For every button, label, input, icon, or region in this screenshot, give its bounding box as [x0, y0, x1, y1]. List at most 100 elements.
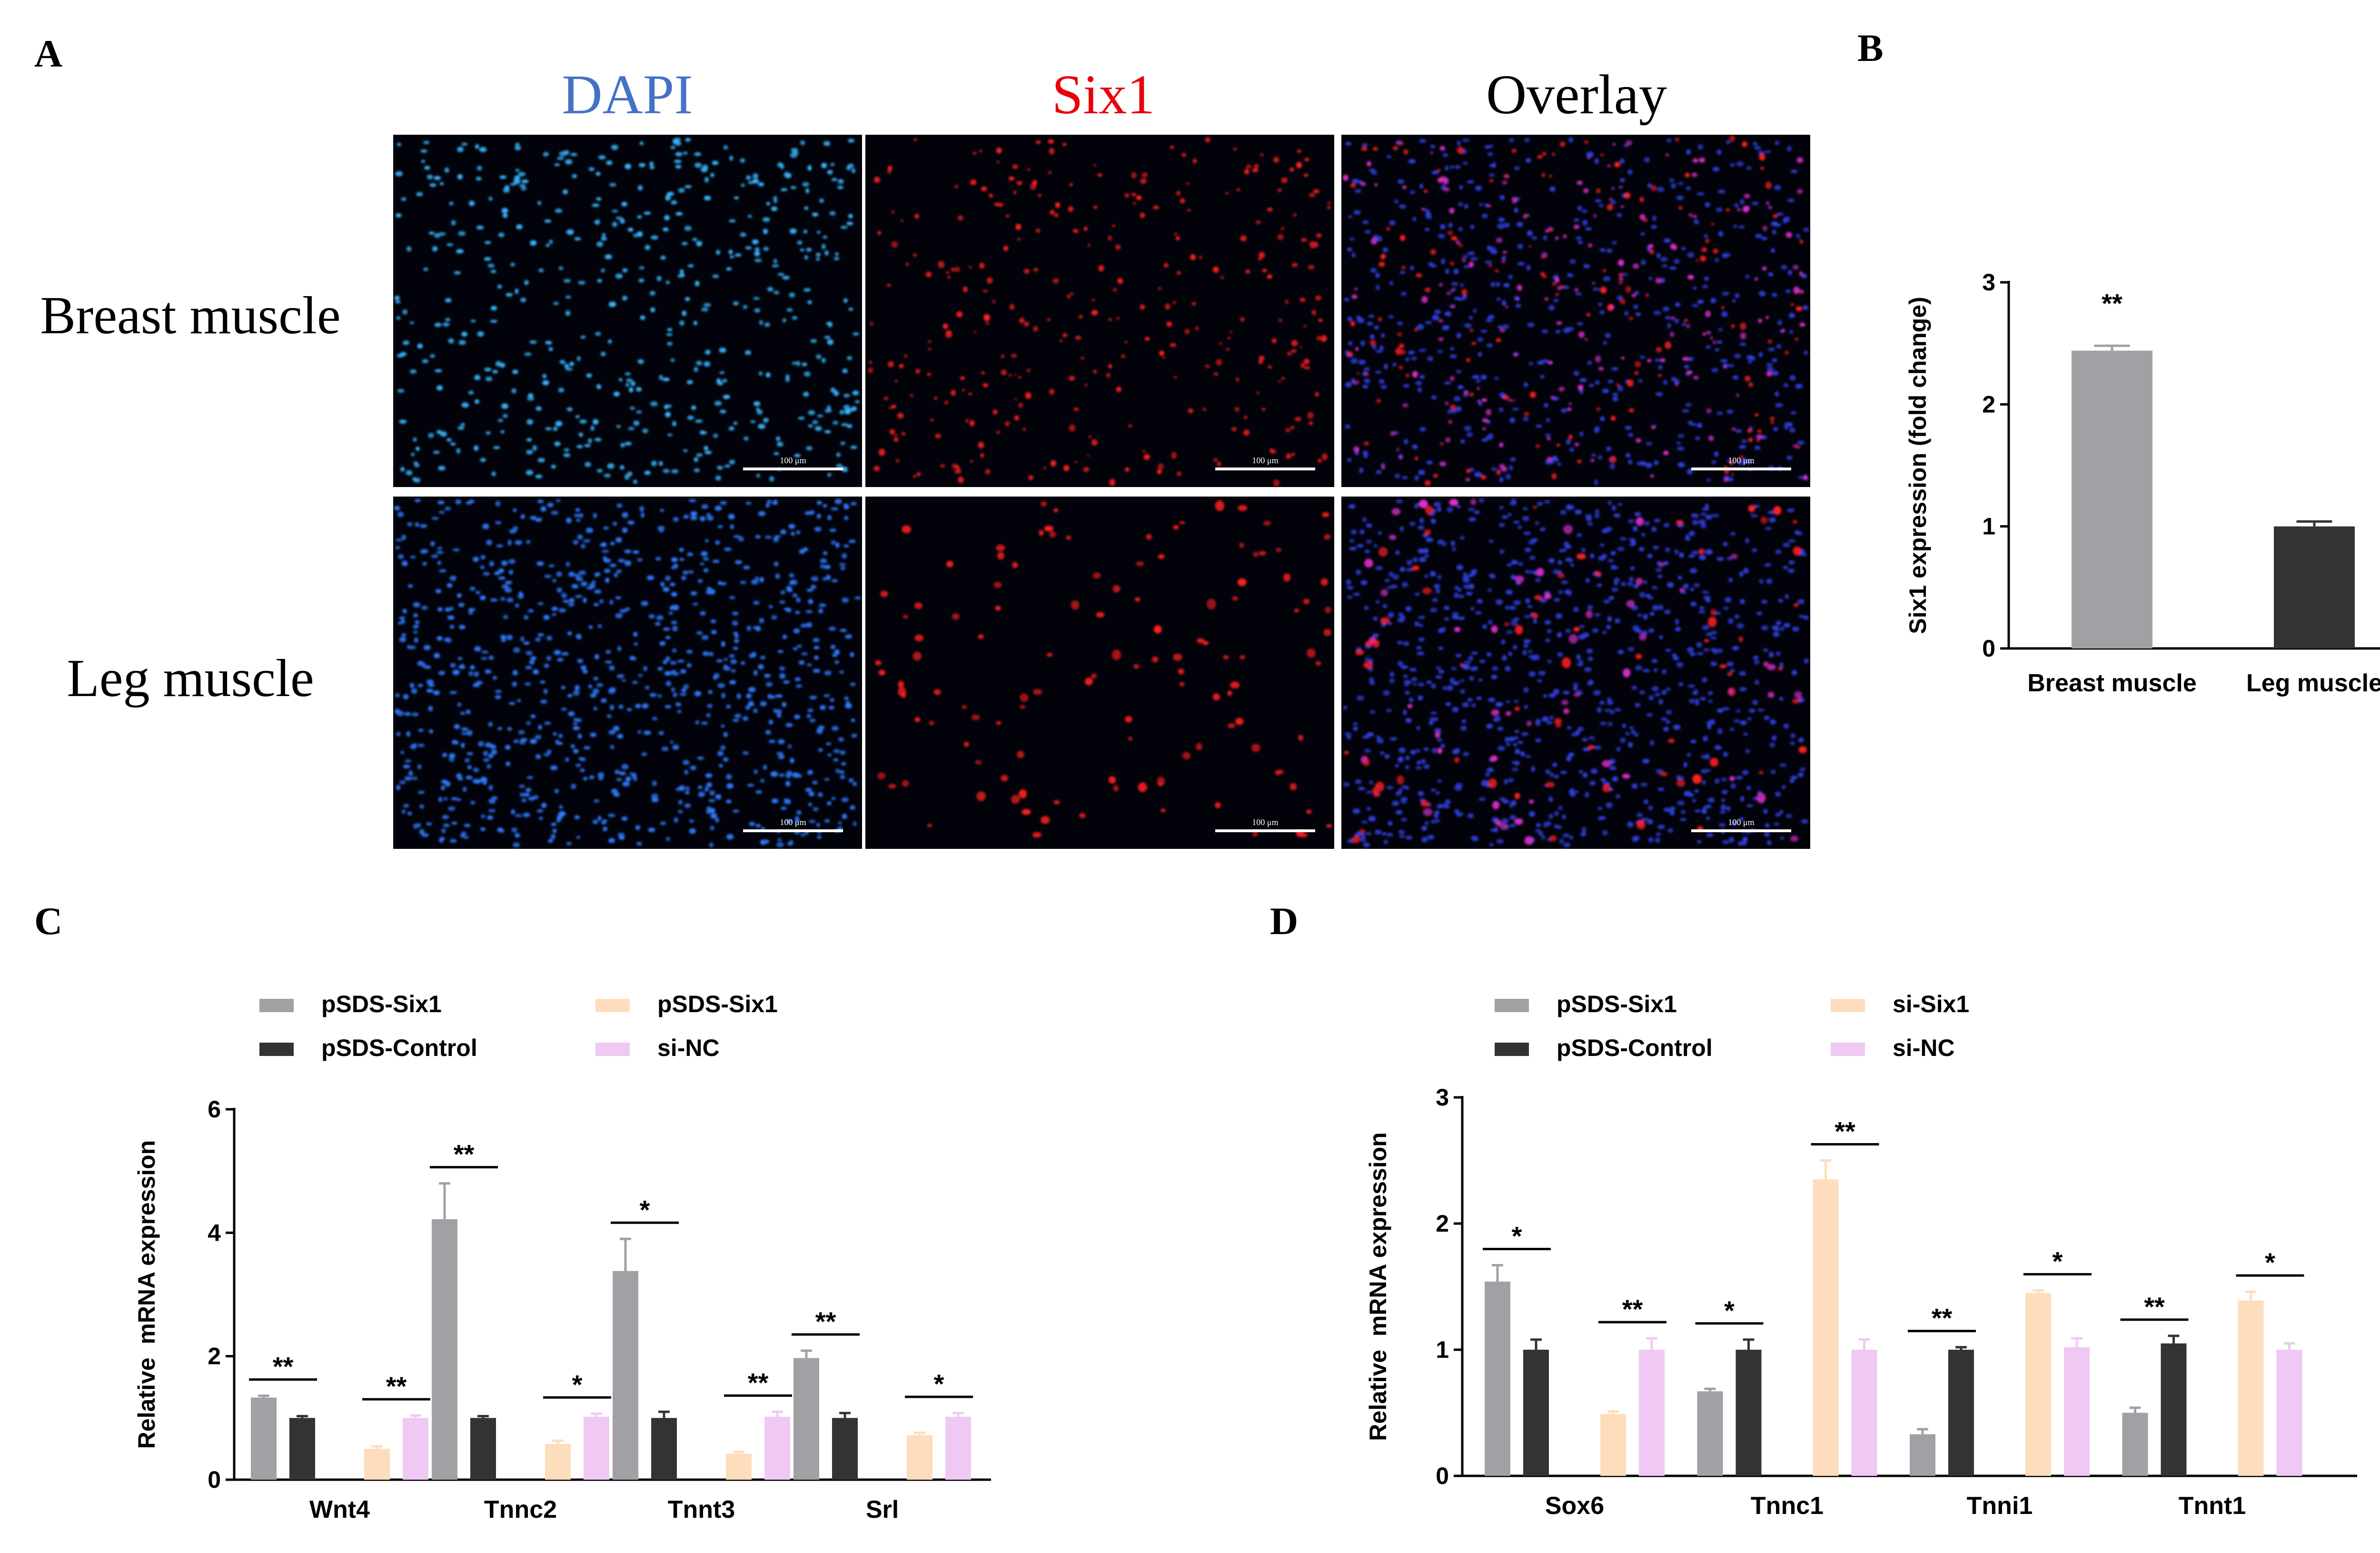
nucleus-dot: [1487, 152, 1493, 156]
six1-signal-dot: [1028, 475, 1033, 480]
six1-signal-dot: [883, 396, 889, 400]
nucleus-dot: [577, 733, 582, 739]
nucleus-dot: [406, 246, 412, 252]
nucleus-dot: [1502, 799, 1509, 804]
x-category-label: Wnt4: [309, 1496, 370, 1523]
six1-signal-dot: [1702, 332, 1706, 336]
nucleus-dot: [807, 769, 813, 775]
six1-signal-dot: [1528, 245, 1532, 248]
nucleus-dot: [805, 610, 813, 613]
nucleus-dot: [1651, 659, 1658, 663]
six1-signal-dot: [981, 186, 987, 191]
nucleus-dot: [483, 750, 488, 757]
nucleus-dot: [1698, 555, 1706, 560]
nucleus-dot: [400, 619, 406, 624]
nucleus-dot: [583, 776, 588, 781]
nucleus-dot: [1505, 605, 1509, 610]
nucleus-dot: [1585, 227, 1592, 230]
nucleus-dot: [558, 266, 564, 270]
six1-signal-dot: [1297, 149, 1302, 153]
nucleus-dot: [1680, 810, 1686, 814]
nucleus-dot: [1610, 551, 1616, 556]
nucleus-dot: [1548, 814, 1553, 819]
six1-signal-dot: [1767, 692, 1775, 698]
nucleus-dot: [1723, 751, 1728, 757]
nucleus-dot: [813, 638, 820, 642]
six1-signal-dot: [1011, 354, 1017, 358]
six1-signal-dot: [1304, 158, 1309, 161]
nucleus-dot: [523, 641, 530, 645]
six1-signal-dot: [913, 475, 917, 478]
nucleus-dot: [470, 665, 475, 670]
nucleus-dot: [1471, 571, 1476, 576]
nucleus-dot: [548, 564, 555, 567]
six1-signal-dot: [1499, 464, 1505, 468]
nucleus-dot: [1395, 550, 1400, 555]
nucleus-dot: [605, 577, 610, 583]
nucleus-dot: [456, 773, 462, 779]
nucleus-dot: [816, 513, 822, 519]
nucleus-dot: [442, 815, 449, 819]
nucleus-dot: [1517, 244, 1524, 249]
six1-signal-dot: [1076, 230, 1079, 233]
nucleus-dot: [1643, 614, 1648, 620]
nucleus-dot: [1622, 723, 1626, 728]
nucleus-dot: [1366, 806, 1371, 811]
six1-signal-dot: [1449, 499, 1458, 506]
six1-signal-dot: [1545, 229, 1549, 233]
nucleus-dot: [783, 801, 790, 804]
nucleus-dot: [1722, 541, 1728, 547]
nucleus-dot: [532, 669, 539, 675]
nucleus-dot: [1747, 717, 1752, 721]
nucleus-dot: [1456, 406, 1462, 412]
nucleus-dot: [501, 208, 508, 213]
nucleus-dot: [559, 359, 565, 364]
significance-marker: **: [454, 1139, 475, 1169]
nucleus-dot: [1473, 309, 1477, 313]
six1-signal-dot: [1230, 681, 1240, 689]
six1-signal-dot: [1766, 201, 1770, 205]
nucleus-dot: [1405, 756, 1410, 760]
nucleus-dot: [1401, 796, 1408, 800]
six1-signal-dot: [1259, 252, 1265, 259]
nucleus-dot: [765, 372, 771, 378]
nucleus-dot: [1705, 202, 1710, 208]
nucleus-dot: [1754, 145, 1761, 150]
nucleus-dot: [1700, 513, 1706, 516]
nucleus-dot: [1706, 345, 1711, 349]
nucleus-dot: [830, 163, 835, 167]
nucleus-dot: [755, 576, 759, 580]
six1-signal-dot: [1558, 386, 1565, 392]
six1-signal-dot: [1792, 698, 1800, 704]
nucleus-dot: [710, 814, 717, 819]
six1-signal-dot: [1202, 407, 1206, 411]
nucleus-dot: [573, 690, 580, 696]
nucleus-dot: [1576, 236, 1582, 240]
nucleus-dot: [416, 446, 420, 451]
nucleus-dot: [498, 576, 506, 580]
nucleus-dot: [1775, 403, 1783, 408]
nucleus-dot: [421, 833, 429, 837]
nucleus-dot: [446, 583, 453, 588]
nucleus-dot: [1478, 402, 1483, 406]
nucleus-dot: [1418, 387, 1422, 392]
nucleus-dot: [1416, 726, 1420, 730]
nucleus-dot: [525, 666, 532, 669]
x-category-label: Tnnc2: [484, 1496, 557, 1523]
nucleus-dot: [808, 791, 815, 796]
bar: [2161, 1343, 2187, 1476]
nucleus-dot: [558, 811, 566, 816]
nucleus-dot: [701, 307, 709, 312]
nucleus-dot: [1776, 344, 1781, 349]
nucleus-dot: [803, 229, 808, 234]
six1-signal-dot: [1396, 141, 1400, 145]
six1-signal-dot: [1420, 801, 1429, 807]
nucleus-dot: [814, 426, 822, 431]
nucleus-dot: [1470, 607, 1475, 611]
nucleus-dot: [1787, 508, 1795, 513]
six1-signal-dot: [1767, 339, 1773, 344]
nucleus-dot: [1787, 422, 1793, 427]
nucleus-dot: [438, 510, 445, 514]
nucleus-dot: [553, 732, 557, 736]
six1-signal-dot: [914, 634, 924, 642]
